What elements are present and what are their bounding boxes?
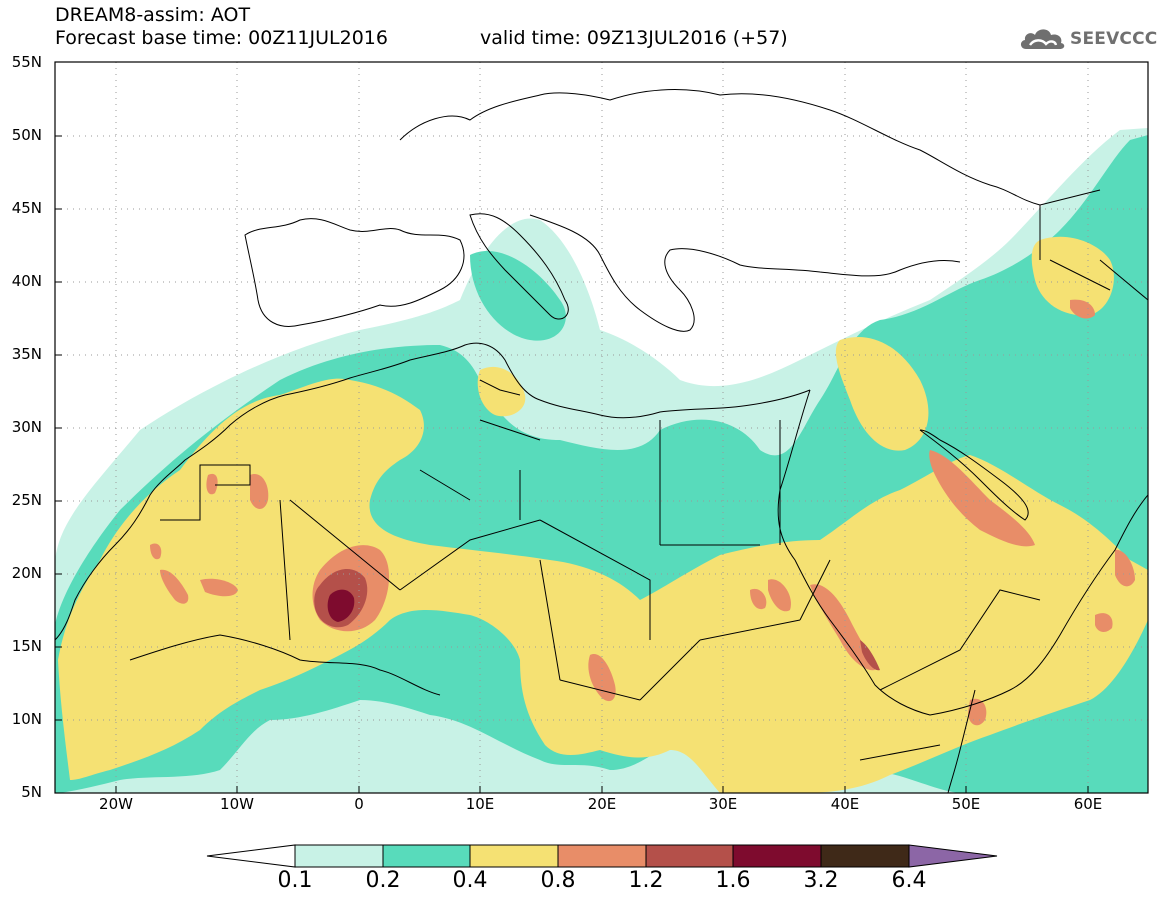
cloud-icon — [1020, 29, 1065, 49]
colorbar-label-1.6: 1.6 — [715, 868, 751, 893]
lon-label-10e: 10E — [465, 795, 495, 813]
aot-level-1.6 — [327, 589, 355, 622]
lon-label-20w: 20W — [99, 795, 133, 813]
colorbar-label-6.4: 6.4 — [891, 868, 927, 893]
lat-label-40n: 40N — [11, 272, 42, 290]
lon-label-30e: 30E — [708, 795, 738, 813]
lon-label-60e: 60E — [1073, 795, 1103, 813]
colorbar-label-0.1: 0.1 — [277, 868, 313, 893]
lon-label-50e: 50E — [951, 795, 981, 813]
lat-label-5n: 5N — [21, 783, 42, 801]
lon-label-40e: 40E — [830, 795, 860, 813]
colorbar-swatch-0.2 — [382, 844, 471, 868]
valid-time: valid time: 09Z13JUL2016 (+57) — [480, 27, 788, 49]
lon-label-20e: 20E — [587, 795, 617, 813]
lat-label-25n: 25N — [11, 491, 42, 509]
forecast-base-time: Forecast base time: 00Z11JUL2016 — [55, 27, 388, 49]
colorbar-swatch-1.6 — [732, 844, 822, 868]
colorbar-over-triangle — [908, 844, 998, 868]
logo-text: SEEVCCC — [1070, 29, 1158, 49]
coastlines — [55, 89, 1148, 793]
axis-ticks — [55, 135, 1089, 793]
colorbar-swatch-1.2 — [645, 844, 734, 868]
colorbar-label-0.8: 0.8 — [540, 868, 576, 893]
lat-label-15n: 15N — [11, 637, 42, 655]
seevccc-logo: SEEVCCC — [1018, 24, 1157, 54]
lat-label-10n: 10N — [11, 710, 42, 728]
colorbar-swatch-3.2 — [820, 844, 910, 868]
colorbar-label-0.2: 0.2 — [365, 868, 401, 893]
map-title: DREAM8-assim: AOT — [55, 4, 251, 26]
colorbar-swatch-0.8 — [557, 844, 647, 868]
lat-label-35n: 35N — [11, 345, 42, 363]
lat-label-55n: 55N — [11, 53, 42, 71]
lon-label-0: 0 — [354, 795, 364, 813]
colorbar-label-0.4: 0.4 — [452, 868, 488, 893]
lat-label-45n: 45N — [11, 199, 42, 217]
aot-level-0.4 — [58, 236, 1148, 793]
lat-label-30n: 30N — [11, 418, 42, 436]
lon-label-10w: 10W — [220, 795, 254, 813]
colorbar-label-1.2: 1.2 — [628, 868, 664, 893]
graticule — [55, 62, 1148, 793]
lat-label-20n: 20N — [11, 564, 42, 582]
colorbar-under-triangle — [206, 844, 296, 868]
colorbar-label-3.2: 3.2 — [803, 868, 839, 893]
lat-label-50n: 50N — [11, 126, 42, 144]
colorbar-swatch-0.4 — [469, 844, 559, 868]
colorbar-swatch-0.1 — [294, 844, 384, 868]
